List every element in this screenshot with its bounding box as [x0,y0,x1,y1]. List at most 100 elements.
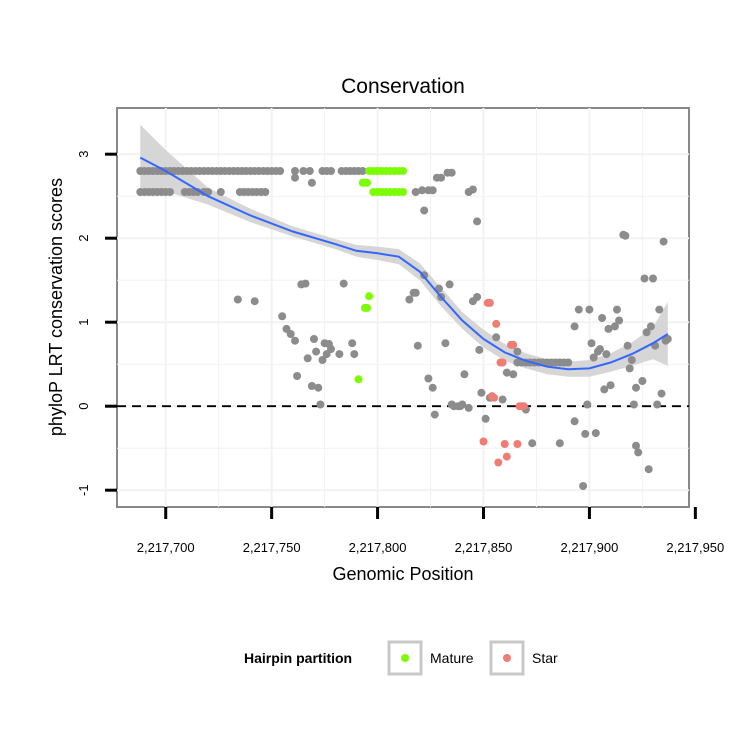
other-point [598,314,607,322]
other-point [293,372,302,380]
other-point [316,400,325,409]
other-point [606,381,615,390]
other-point [632,383,640,392]
star-point [509,340,518,349]
other-point [405,295,414,304]
other-point [627,356,636,364]
other-point [621,231,630,240]
mature-point [399,167,407,175]
star-point [485,298,494,307]
other-point [335,350,344,359]
legend-title: Hairpin partition [244,650,352,666]
other-point [278,312,287,321]
other-point [458,400,467,409]
other-point [305,167,314,175]
other-point [581,429,590,438]
other-point [570,322,579,331]
other-point [653,400,662,409]
other-point [318,356,327,364]
other-point [420,206,429,215]
mature-point [399,188,407,196]
other-point [307,382,316,390]
other-point [657,389,666,398]
mature-point [363,303,371,312]
mature-point [363,178,371,187]
x-tick-label: 2,217,750 [243,540,301,555]
other-point [589,353,598,362]
other-point [625,364,634,373]
legend-key-star [489,640,525,676]
y-tick-label: -1 [76,484,91,496]
other-point [663,335,672,343]
other-point [299,167,308,175]
other-point [492,333,501,342]
other-point [286,330,295,338]
star-point [519,402,528,411]
other-point [629,400,638,409]
other-point [596,345,604,354]
other-point [632,441,640,450]
x-tick-label: 2,217,700 [137,540,195,555]
other-point [509,370,518,379]
other-point [291,173,299,182]
other-point [591,429,600,438]
other-point [314,383,323,392]
other-point [610,322,619,331]
other-point [642,328,651,337]
axes: 2,217,700 2,217,750 2,217,800 2,217,850 2,21… [76,151,724,555]
other-point [634,448,643,457]
other-point [291,167,299,175]
other-point [464,403,473,412]
other-point [615,316,624,325]
other-point [659,237,668,246]
other-point [301,279,310,288]
legend-swatch-mature [401,654,409,662]
other-point [327,167,335,175]
x-tick-label: 2,217,900 [561,540,619,555]
other-point [411,288,420,297]
star-point [498,358,507,367]
smooth-ribbon-layer [140,124,668,377]
other-point [307,178,316,187]
other-point [481,414,490,423]
smooth-line-layer [139,156,669,371]
y-tick-label: 1 [76,319,91,326]
series-other [136,167,672,490]
legend-swatch-star [503,654,511,662]
other-point [312,347,321,356]
other-point [303,354,312,363]
other-point [437,173,446,182]
other-point [579,482,588,490]
data-points [136,167,672,490]
other-point [418,186,427,195]
other-point [216,188,225,196]
mature-point [365,292,374,301]
other-point [564,358,573,367]
other-point [513,347,522,356]
y-tick-label: 2 [76,235,91,242]
other-point [291,336,299,345]
other-point [570,417,579,426]
other-point [358,167,367,175]
other-point [430,410,439,419]
legend-label-mature: Mature [430,650,474,666]
legend: Hairpin partition Mature Star [244,640,558,676]
other-point [587,339,596,348]
other-point [348,339,357,348]
other-point [555,439,564,448]
other-point [528,439,537,448]
other-point [644,465,653,474]
other-point [638,377,647,385]
other-point [502,368,511,377]
other-point [473,293,482,301]
other-point [602,350,611,359]
other-point [424,374,433,383]
y-axis-title: phyloP LRT conservation scores [46,178,66,436]
other-point [447,168,456,177]
star-point [494,458,503,467]
other-point [640,274,649,283]
star-point [502,452,511,461]
other-point [600,385,609,394]
chart-title: Conservation [341,75,465,98]
